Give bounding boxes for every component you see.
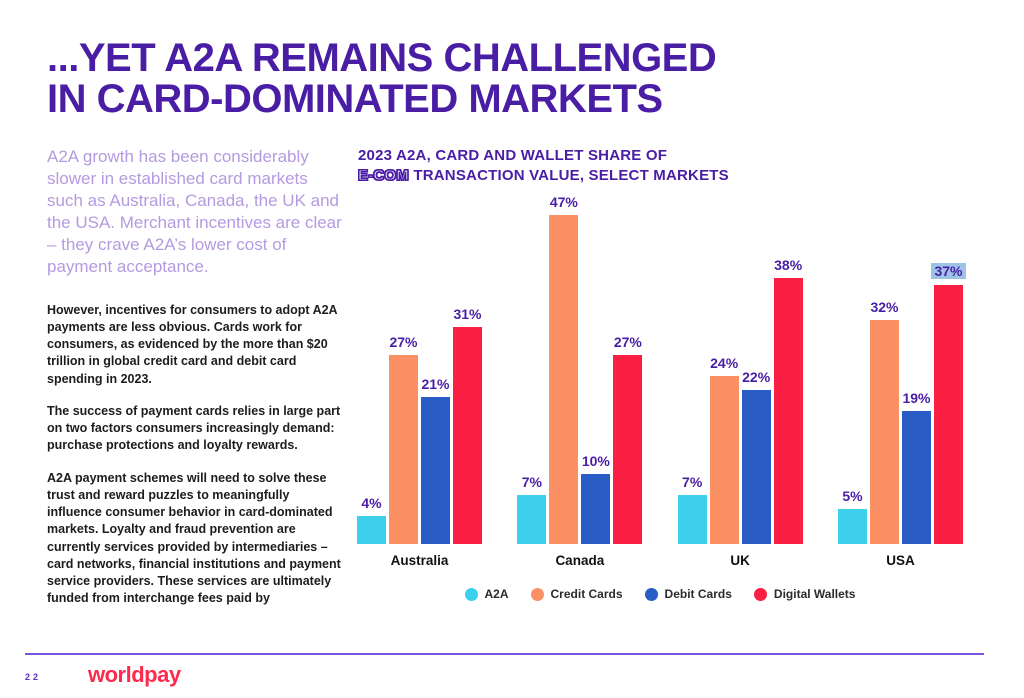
legend-label: Debit Cards <box>664 587 732 601</box>
body-paragraphs: However, incentives for consumers to ado… <box>47 302 343 608</box>
bar-value-label-usa-a2a: 5% <box>842 488 863 504</box>
chart-title-outline-word: E-COM <box>357 166 409 184</box>
page-title-line1: ...YET A2A REMAINS CHALLENGED <box>47 36 717 80</box>
bar-value-label-usa-debit-cards: 19% <box>902 390 931 406</box>
legend-item-digital-wallets: Digital Wallets <box>753 587 856 601</box>
bar-value-label-australia-digital-wallets: 31% <box>453 306 482 322</box>
bar-canada-a2a: 7% <box>517 474 547 544</box>
bar-australia-debit-cards: 21% <box>421 376 450 544</box>
bar-australia-digital-wallets: 31% <box>453 306 482 544</box>
worldpay-logo: worldpay <box>88 662 181 687</box>
bar-uk-debit-cards: 22% <box>741 369 771 544</box>
bar-canada-debit-cards: 10% <box>581 453 611 544</box>
body-paragraph: However, incentives for consumers to ado… <box>47 302 338 386</box>
category-label-uk: UK <box>730 553 750 568</box>
legend-label: Digital Wallets <box>773 587 856 601</box>
bar-australia-a2a: 4% <box>357 495 386 544</box>
body-paragraph: The success of payment cards relies in l… <box>47 403 341 453</box>
bar-value-label-uk-debit-cards: 22% <box>742 369 771 385</box>
page-number: 22 <box>25 672 42 682</box>
legend-swatch-icon <box>753 587 767 601</box>
bar-usa-digital-wallets: 37% <box>931 263 966 544</box>
page-title: ...YET A2A REMAINS CHALLENGED IN CARD-DO… <box>47 38 807 120</box>
bar-value-label-canada-digital-wallets: 27% <box>613 334 642 350</box>
bar-value-label-canada-credit-cards: 47% <box>549 194 578 210</box>
bar-value-label-usa-credit-cards: 32% <box>870 299 899 315</box>
legend-label: A2A <box>484 587 509 601</box>
bar-value-label-uk-digital-wallets: 38% <box>774 257 803 273</box>
legend-swatch-icon <box>530 587 544 601</box>
legend-swatch-icon <box>644 587 658 601</box>
legend-item-a2a: A2A <box>464 587 509 601</box>
bar-uk-digital-wallets: 38% <box>773 257 803 544</box>
legend-item-debit-cards: Debit Cards <box>644 587 732 601</box>
footer-divider <box>25 653 984 655</box>
chart-title: 2023 A2A, CARD AND WALLET SHARE OF E-COM… <box>357 146 729 186</box>
bar-usa-debit-cards: 19% <box>901 390 931 544</box>
bar-group-usa: 5% 32% 19% 37% USA <box>837 194 966 568</box>
bar-australia-credit-cards: 27% <box>389 334 418 544</box>
bar-uk-credit-cards: 24% <box>709 355 739 544</box>
legend-item-credit-cards: Credit Cards <box>530 587 623 601</box>
chart-plot: 4% 27% 21% 31% Australia 7% 47% 10% 27% Canada 7% 2… <box>357 194 966 568</box>
bar-value-label-uk-credit-cards: 24% <box>710 355 739 371</box>
category-label-usa: USA <box>886 553 915 568</box>
bar-uk-a2a: 7% <box>677 474 707 544</box>
bar-canada-credit-cards: 47% <box>549 194 579 544</box>
bar-usa-a2a: 5% <box>837 488 867 544</box>
chart-title-line2-rest: TRANSACTION VALUE, SELECT MARKETS <box>409 166 729 184</box>
page-title-line2: IN CARD-DOMINATED MARKETS <box>47 76 663 121</box>
bar-group-canada: 7% 47% 10% 27% Canada <box>517 194 643 568</box>
chart-title-line1: 2023 A2A, CARD AND WALLET SHARE OF <box>358 147 668 164</box>
category-label-australia: Australia <box>390 553 449 568</box>
legend-label: Credit Cards <box>550 587 623 601</box>
bar-value-label-usa-digital-wallets-highlighted: 37% <box>931 263 966 279</box>
left-text-column: A2A growth has been considerably slower … <box>47 146 343 623</box>
chart-title-line2: E-COM TRANSACTION VALUE, SELECT MARKETS <box>357 166 729 186</box>
category-label-canada: Canada <box>555 553 605 568</box>
chart-legend: A2A Credit Cards Debit Cards Digital Wallet… <box>357 587 963 601</box>
bar-value-label-australia-credit-cards: 27% <box>389 334 418 350</box>
legend-swatch-icon <box>464 587 478 601</box>
bar-value-label-australia-debit-cards: 21% <box>421 376 450 392</box>
bar-value-label-canada-debit-cards: 10% <box>581 453 610 469</box>
bar-usa-credit-cards: 32% <box>869 299 899 544</box>
bar-value-label-australia-a2a: 4% <box>361 495 382 511</box>
bar-group-australia: 4% 27% 21% 31% Australia <box>357 194 482 568</box>
bar-value-label-canada-a2a: 7% <box>521 474 542 490</box>
bar-canada-digital-wallets: 27% <box>613 334 643 544</box>
intro-paragraph: A2A growth has been considerably slower … <box>47 147 342 276</box>
body-paragraph: A2A payment schemes will need to solve t… <box>47 470 341 606</box>
bar-value-label-uk-a2a: 7% <box>682 474 703 490</box>
bar-group-uk: 7% 24% 22% 38% UK <box>677 194 803 568</box>
